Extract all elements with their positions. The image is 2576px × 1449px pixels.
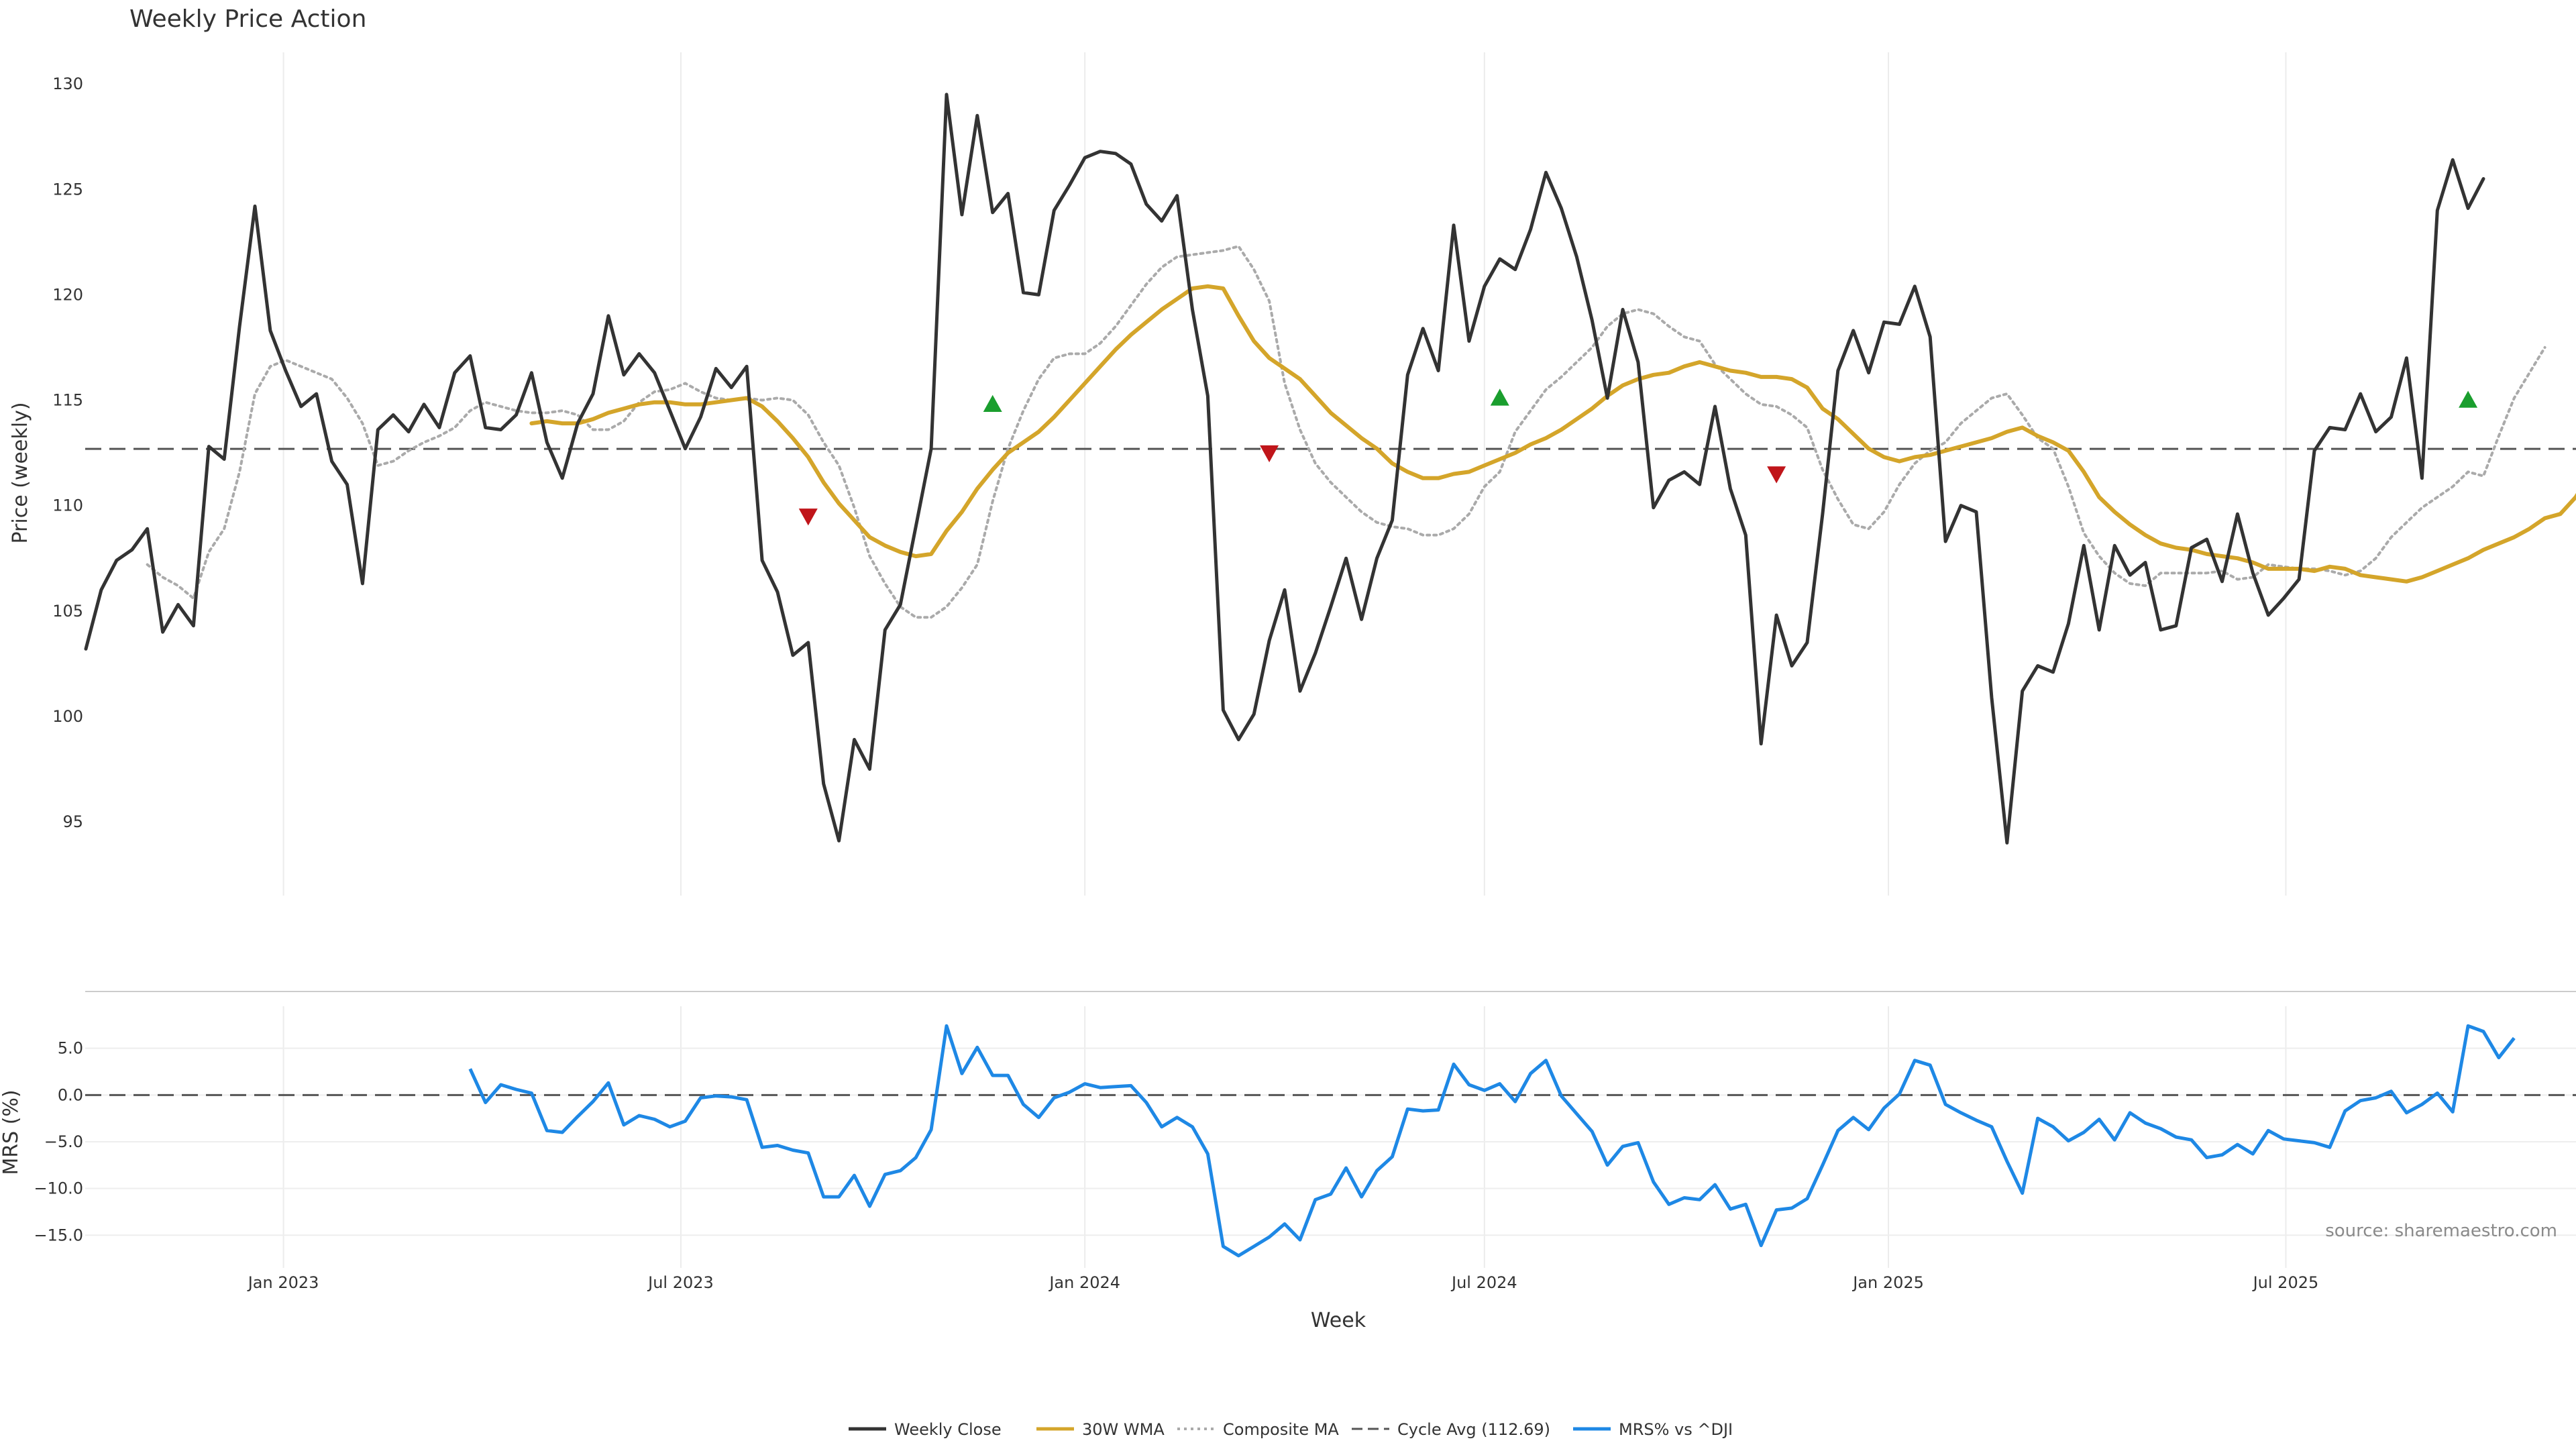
buy-signal-marker	[983, 394, 1002, 412]
price-y-axis-label: Price (weekly)	[9, 402, 32, 543]
source-note: source: sharemaestro.com	[2325, 1221, 2557, 1241]
price-y-axis: 95 100 105 110 115 120 125 130	[52, 74, 83, 831]
x-tick-label: Jan 2023	[247, 1273, 319, 1292]
mrs-series	[468, 1024, 2516, 1258]
price-y-tick-label: 130	[52, 74, 83, 93]
buy-signal-marker	[2459, 390, 2478, 408]
mrs-y-tick-label: 5.0	[58, 1039, 83, 1058]
price-y-tick-label: 95	[62, 812, 83, 831]
price-series	[84, 93, 2576, 845]
composite-ma-line	[146, 245, 2546, 619]
mrs-y-tick-label: 0.0	[58, 1085, 83, 1104]
weekly-close-line	[84, 93, 2485, 845]
sell-signal-marker	[1260, 445, 1279, 463]
chart-title: Weekly Price Action	[129, 5, 366, 33]
legend-label: Weekly Close	[894, 1420, 1002, 1439]
x-tick-label: Jul 2023	[647, 1273, 714, 1292]
sell-signal-marker	[1767, 466, 1786, 484]
legend-label: Composite MA	[1223, 1420, 1339, 1439]
legend-label: Cycle Avg (112.69)	[1397, 1420, 1550, 1439]
legend-label: MRS% vs ^DJI	[1619, 1420, 1733, 1439]
x-tick-label: Jan 2025	[1851, 1273, 1924, 1292]
mrs-y-axis: 5.0 0.0 −5.0 −10.0 −15.0	[34, 1039, 2576, 1244]
price-y-tick-label: 110	[52, 496, 83, 515]
mrs-y-tick-label: −15.0	[34, 1226, 83, 1244]
price-y-tick-label: 115	[52, 391, 83, 410]
price-y-tick-label: 120	[52, 285, 83, 304]
price-y-tick-label: 105	[52, 602, 83, 621]
signal-markers	[798, 388, 2478, 526]
price-y-tick-label: 100	[52, 707, 83, 726]
x-axis-label: Week	[1311, 1309, 1366, 1332]
x-tick-label: Jul 2025	[2252, 1273, 2319, 1292]
mrs-line	[468, 1024, 2516, 1258]
sell-signal-marker	[798, 508, 818, 526]
30w-wma-line	[529, 284, 2576, 584]
legend: Weekly Close 30W WMA Composite MA Cycle Avg…	[849, 1420, 1733, 1439]
mrs-y-tick-label: −5.0	[44, 1132, 83, 1151]
legend-label: 30W WMA	[1082, 1420, 1165, 1439]
x-tick-label: Jan 2024	[1048, 1273, 1120, 1292]
mrs-y-tick-label: −10.0	[34, 1179, 83, 1198]
x-axis: Jan 2023 Jul 2023 Jan 2024 Jul 2024 Jan 2025…	[247, 1273, 2319, 1292]
price-y-tick-label: 125	[52, 180, 83, 199]
x-tick-label: Jul 2024	[1450, 1273, 1517, 1292]
vertical-gridlines	[282, 52, 2287, 1268]
buy-signal-marker	[1490, 388, 1509, 406]
mrs-y-axis-label: MRS (%)	[0, 1089, 23, 1175]
